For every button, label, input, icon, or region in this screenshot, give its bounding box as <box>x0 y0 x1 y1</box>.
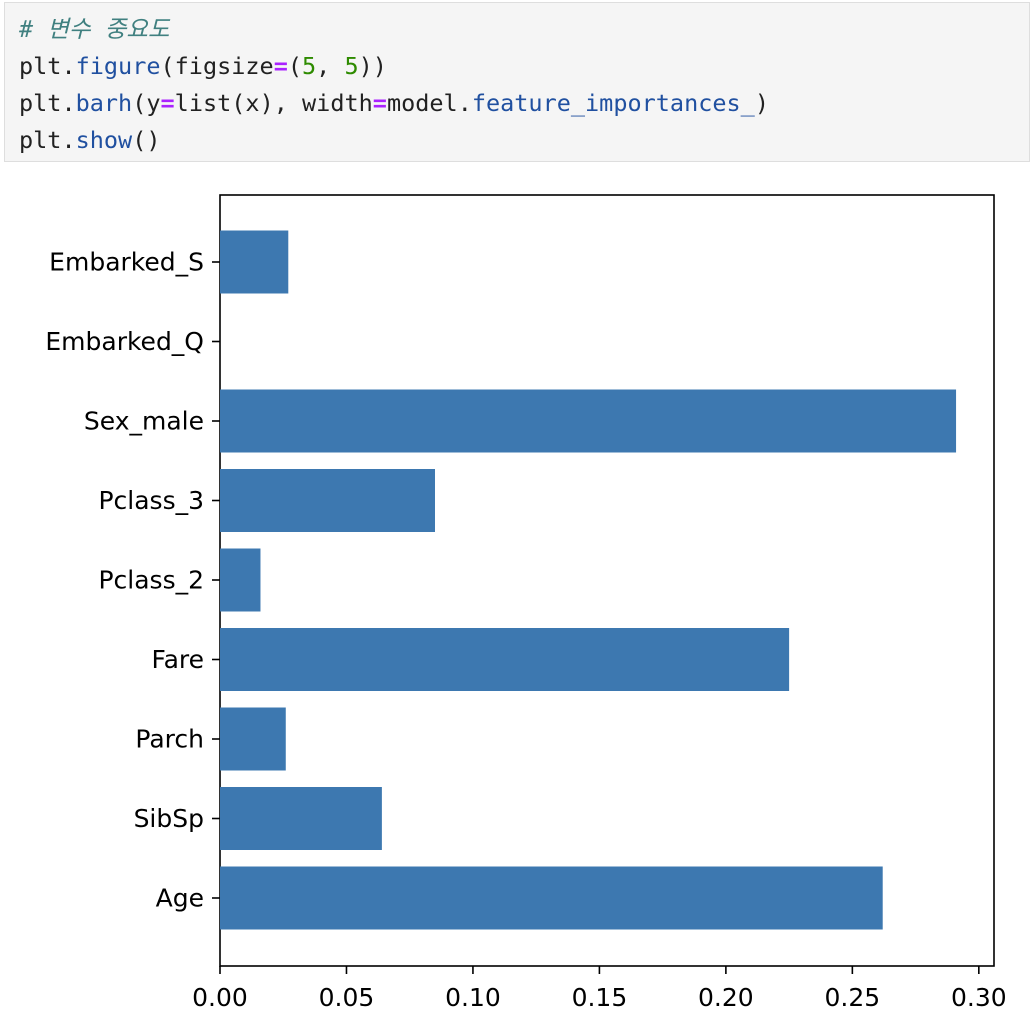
code-line: # 변수 중요도 <box>19 11 1029 48</box>
bar-parch <box>220 707 286 771</box>
feature-importance-chart: Age SibSp Parch Fare Pclass_2 Pclass_3 Sex_mal… <box>45 194 1007 1012</box>
y-tick-label: Embarked_S <box>49 248 204 277</box>
code-token: feature_importances_ <box>471 89 755 117</box>
x-tick-label: 0.00 <box>192 983 248 1012</box>
code-token: , <box>316 52 345 80</box>
y-tick-label: Fare <box>151 645 204 674</box>
code-line: plt.show() <box>19 122 1029 159</box>
bar-fare <box>220 628 790 691</box>
bar-embarked-s <box>220 230 289 294</box>
code-token: plt <box>19 126 62 154</box>
code-token: ( <box>160 52 175 80</box>
bar-age <box>220 866 883 930</box>
code-token: . <box>61 89 76 117</box>
code-token: = <box>372 89 387 117</box>
code-token: figsize <box>174 52 274 80</box>
code-token: = <box>273 52 288 80</box>
y-tick-label: SibSp <box>134 804 204 833</box>
x-tick-label: 0.20 <box>698 983 754 1012</box>
y-tick-label: Parch <box>135 725 204 754</box>
y-tick-label: Sex_male <box>84 407 204 436</box>
bar-sex-male <box>220 389 957 453</box>
code-token: figure <box>75 52 161 80</box>
x-tick-label: 0.15 <box>572 983 628 1012</box>
bar-sibsp <box>220 787 382 850</box>
code-token: barh <box>75 89 133 117</box>
code-token: width <box>302 89 373 117</box>
code-cell[interactable]: # 변수 중요도 plt.figure(figsize=(5, 5)) plt.… <box>4 2 1030 162</box>
code-token: ), <box>259 89 303 117</box>
code-token: model <box>386 89 458 117</box>
y-tick-label: Pclass_3 <box>98 486 204 515</box>
code-token: # 변수 중요도 <box>19 15 170 43</box>
code-token: x <box>245 89 260 117</box>
code-token: y <box>146 89 161 117</box>
bar-pclass-3 <box>220 469 435 532</box>
code-line: plt.figure(figsize=(5, 5)) <box>19 48 1029 85</box>
x-tick-label: 0.25 <box>825 983 881 1012</box>
y-tick-label: Pclass_2 <box>98 566 204 595</box>
code-token: 5 <box>302 52 317 80</box>
code-token: plt <box>19 52 62 80</box>
x-tick-label: 0.10 <box>445 983 501 1012</box>
code-token: = <box>160 89 175 117</box>
code-token: ) <box>754 89 769 117</box>
code-token: show <box>75 126 133 154</box>
code-token: list <box>174 89 232 117</box>
code-token: ( <box>287 52 303 80</box>
x-tick-label: 0.30 <box>951 983 1007 1012</box>
plot-area <box>219 194 995 967</box>
code-token: . <box>61 52 76 80</box>
y-tick-label: Embarked_Q <box>45 327 204 356</box>
y-tick-label: Age <box>156 884 204 913</box>
code-token: )) <box>358 52 387 80</box>
code-token: ( <box>132 89 147 117</box>
code-token: plt <box>19 89 62 117</box>
bar-pclass-2 <box>220 548 261 612</box>
code-token: ( <box>231 89 246 117</box>
code-token: 5 <box>344 52 359 80</box>
code-token: () <box>132 126 161 154</box>
code-token: . <box>457 89 472 117</box>
code-token: . <box>61 126 76 154</box>
code-line: plt.barh(y=list(x), width=model.feature_… <box>19 85 1029 122</box>
x-tick-label: 0.05 <box>319 983 375 1012</box>
